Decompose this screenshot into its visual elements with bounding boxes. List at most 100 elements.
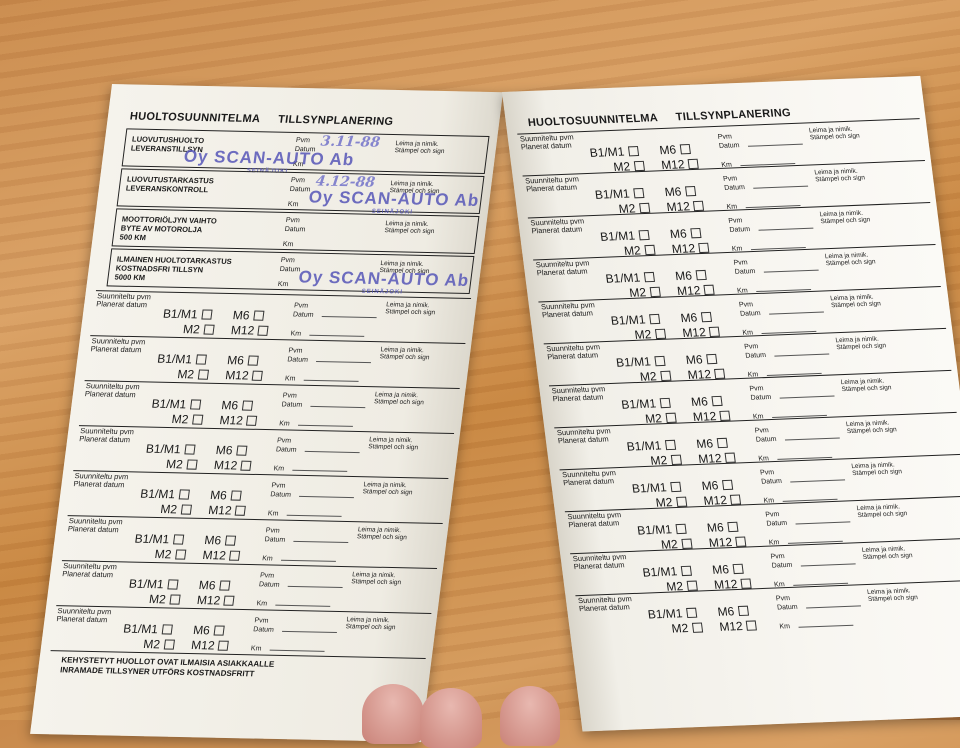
date-field[interactable]: Pvm Datum (765, 507, 851, 528)
b1m1-checkbox[interactable]: B1/M1 (594, 186, 645, 202)
km-field[interactable]: Km (262, 554, 336, 565)
m6-checkbox[interactable]: M6 (690, 394, 723, 409)
m2-checkbox[interactable]: M2 (182, 322, 215, 337)
signature-area: Leima ja nimik. Stämpel och sign (362, 481, 414, 496)
km-field[interactable]: Km (779, 620, 853, 632)
date-field[interactable]: Pvm Datum Km (282, 216, 307, 249)
m12-checkbox[interactable]: M12 (230, 323, 269, 338)
b1m1-checkbox[interactable]: B1/M1 (157, 352, 207, 367)
m6-checkbox[interactable]: M6 (204, 533, 236, 548)
m12-checkbox[interactable]: M12 (207, 503, 247, 518)
b1m1-checkbox[interactable]: B1/M1 (140, 487, 190, 502)
m6-checkbox[interactable]: M6 (192, 623, 225, 638)
date-field[interactable]: Pvm Datum (275, 436, 361, 456)
km-field[interactable]: Km (290, 329, 364, 340)
b1m1-checkbox[interactable]: B1/M1 (145, 442, 196, 457)
date-field[interactable]: Pvm Datum (253, 616, 339, 636)
datum-label: Datum (292, 311, 314, 319)
date-field[interactable]: Pvm Datum (775, 591, 861, 612)
date-field[interactable]: Pvm Datum (717, 130, 803, 151)
km-field[interactable]: Km (250, 644, 325, 655)
m12-checkbox[interactable]: M12 (190, 638, 230, 653)
b1m1-label: B1/M1 (636, 522, 673, 538)
m12-checkbox[interactable]: M12 (213, 458, 252, 473)
date-field[interactable]: Pvm Datum (728, 214, 814, 235)
b1m1-checkbox[interactable]: B1/M1 (636, 522, 687, 538)
km-label: Km (256, 600, 268, 608)
date-field[interactable]: Pvm Datum (723, 172, 809, 193)
b1m1-checkbox[interactable]: B1/M1 (647, 606, 697, 622)
b1m1-checkbox[interactable]: B1/M1 (589, 144, 639, 160)
b1m1-checkbox[interactable]: B1/M1 (642, 564, 692, 580)
m6-checkbox[interactable]: M6 (696, 436, 728, 451)
date-field[interactable]: Pvm Datum (744, 340, 830, 361)
b1m1-checkbox[interactable]: B1/M1 (626, 438, 676, 454)
m2-checkbox[interactable]: M2 (177, 367, 209, 382)
planned-label-sv: Planerat datum (573, 560, 626, 572)
date-field[interactable]: Pvm Datum (733, 256, 819, 277)
m2-checkbox[interactable]: M2 (165, 457, 198, 472)
date-field[interactable]: Pvm Datum (287, 346, 373, 366)
m6-checkbox[interactable]: M6 (711, 562, 744, 577)
m6-checkbox[interactable]: M6 (701, 478, 733, 493)
date-field[interactable]: Pvm Datum (749, 382, 835, 403)
m6-checkbox[interactable]: M6 (706, 520, 739, 535)
b1m1-checkbox[interactable]: B1/M1 (599, 228, 650, 244)
m6-checkbox[interactable]: M6 (664, 184, 696, 199)
date-field[interactable]: Pvm Datum (264, 526, 350, 546)
km-field[interactable]: Km (273, 464, 347, 475)
datum-label: Datum (729, 226, 751, 234)
m2-checkbox[interactable]: M2 (143, 637, 175, 652)
b1m1-checkbox[interactable]: B1/M1 (134, 532, 184, 547)
title-sv: TILLSYNPLANERING (277, 113, 395, 128)
m2-checkbox[interactable]: M2 (171, 412, 204, 427)
m6-checkbox[interactable]: M6 (680, 310, 712, 325)
b1m1-checkbox[interactable]: B1/M1 (605, 270, 655, 286)
date-field[interactable]: Pvm Datum (258, 571, 344, 591)
km-field[interactable]: Km (284, 374, 359, 385)
m6-checkbox[interactable]: M6 (717, 604, 749, 619)
date-field[interactable]: Pvm Datum (270, 481, 356, 501)
m6-checkbox[interactable]: M6 (215, 443, 248, 458)
m12-checkbox[interactable]: M12 (196, 593, 235, 608)
m6-checkbox[interactable]: M6 (221, 398, 253, 413)
datum-label: Datum (252, 626, 275, 634)
date-field[interactable]: Pvm Datum (760, 465, 846, 486)
date-field[interactable]: Pvm Datum (292, 301, 378, 321)
service-row: Suunniteltu pvm Planerat datum B1/M1 M6 M… (73, 425, 455, 478)
b1m1-checkbox[interactable]: B1/M1 (151, 397, 201, 412)
date-field[interactable]: Pvm Datum (754, 423, 840, 444)
date-field[interactable]: Pvm Datum (770, 549, 856, 570)
m6-checkbox[interactable]: M6 (685, 352, 718, 367)
km-field[interactable]: Km (267, 509, 342, 520)
km-field[interactable]: Km (279, 419, 353, 430)
m6-checkbox[interactable]: M6 (659, 142, 691, 157)
signature-area: Leima ja nimik. Stämpel och sign (345, 616, 397, 631)
km-field[interactable]: Km (256, 599, 330, 610)
m2-checkbox[interactable]: M2 (671, 621, 703, 636)
b1m1-checkbox[interactable]: B1/M1 (610, 312, 660, 328)
m12-checkbox[interactable]: M12 (219, 413, 258, 428)
b1m1-checkbox[interactable]: B1/M1 (122, 622, 173, 637)
date-field[interactable]: Pvm Datum (281, 391, 367, 411)
m2-checkbox[interactable]: M2 (154, 547, 187, 562)
m6-checkbox[interactable]: M6 (674, 268, 707, 283)
b1m1-checkbox[interactable]: B1/M1 (128, 577, 179, 592)
m2-checkbox[interactable]: M2 (148, 592, 181, 607)
m6-checkbox[interactable]: M6 (226, 353, 259, 368)
km-label: Km (273, 465, 285, 473)
b1m1-checkbox[interactable]: B1/M1 (615, 354, 666, 370)
m6-checkbox[interactable]: M6 (209, 488, 242, 503)
m6-checkbox[interactable]: M6 (198, 578, 231, 593)
m12-checkbox[interactable]: M12 (719, 618, 758, 634)
b1m1-checkbox[interactable]: B1/M1 (162, 307, 213, 322)
date-field[interactable]: Pvm Datum (738, 298, 824, 319)
m12-checkbox[interactable]: M12 (202, 548, 241, 563)
m6-checkbox[interactable]: M6 (669, 226, 702, 241)
b1m1-checkbox[interactable]: B1/M1 (631, 480, 682, 496)
m6-checkbox[interactable]: M6 (232, 308, 265, 323)
pvm-label: Pvm (290, 176, 306, 185)
m12-checkbox[interactable]: M12 (224, 368, 264, 383)
m2-checkbox[interactable]: M2 (160, 502, 192, 517)
b1m1-checkbox[interactable]: B1/M1 (621, 396, 671, 412)
